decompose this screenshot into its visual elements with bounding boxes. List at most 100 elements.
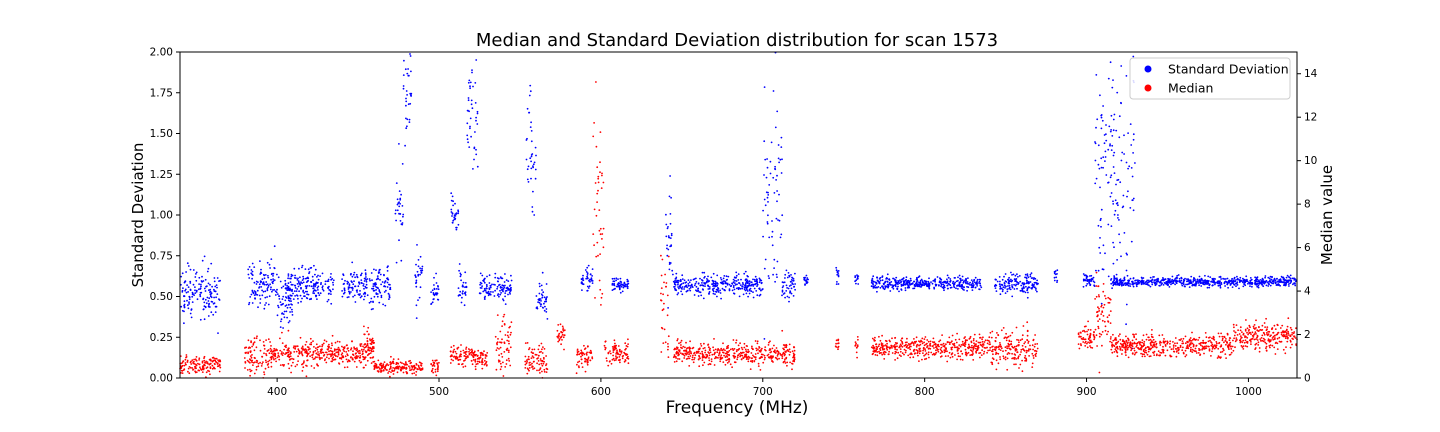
std-dev-point bbox=[277, 306, 280, 309]
std-dev-point bbox=[183, 304, 186, 307]
std-dev-point bbox=[544, 300, 546, 303]
std-dev-point bbox=[399, 202, 401, 205]
std-dev-point bbox=[737, 273, 740, 275]
std-dev-point bbox=[483, 287, 486, 290]
std-dev-point bbox=[1224, 280, 1227, 283]
std-dev-point bbox=[792, 295, 795, 297]
std-dev-point bbox=[459, 290, 462, 293]
std-dev-point bbox=[1092, 280, 1095, 283]
std-dev-point bbox=[962, 280, 965, 283]
std-dev-point bbox=[615, 285, 618, 288]
median-point bbox=[663, 281, 665, 284]
std-dev-point bbox=[421, 267, 423, 270]
std-dev-point bbox=[909, 277, 912, 280]
median-point bbox=[471, 363, 474, 366]
std-dev-point bbox=[855, 279, 858, 282]
median-point bbox=[370, 338, 373, 341]
std-dev-point bbox=[1118, 115, 1121, 118]
std-dev-point bbox=[923, 284, 926, 287]
std-dev-point bbox=[1130, 144, 1133, 146]
std-dev-point bbox=[994, 278, 997, 281]
std-dev-point bbox=[1121, 151, 1124, 154]
std-dev-point bbox=[1097, 269, 1100, 272]
std-dev-point bbox=[902, 277, 905, 280]
std-dev-point bbox=[287, 275, 290, 277]
median-point bbox=[363, 357, 366, 360]
std-dev-point bbox=[1116, 281, 1119, 283]
median-point bbox=[264, 359, 267, 362]
std-dev-point bbox=[1176, 274, 1179, 277]
std-dev-point bbox=[206, 296, 209, 299]
median-point bbox=[524, 367, 527, 369]
median-point bbox=[532, 360, 535, 363]
median-point bbox=[664, 273, 666, 276]
median-point bbox=[499, 341, 501, 344]
std-dev-point bbox=[961, 287, 964, 289]
std-dev-point bbox=[545, 297, 548, 300]
median-point bbox=[270, 349, 273, 351]
median-point bbox=[286, 349, 289, 352]
median-point bbox=[309, 355, 311, 358]
std-dev-point bbox=[1230, 279, 1233, 282]
std-dev-point bbox=[187, 291, 190, 293]
std-dev-point bbox=[1288, 285, 1290, 287]
std-dev-point bbox=[1170, 283, 1172, 286]
std-dev-point bbox=[540, 300, 542, 302]
std-dev-point bbox=[1113, 151, 1116, 154]
std-dev-point bbox=[191, 295, 194, 298]
std-dev-point bbox=[1022, 286, 1025, 288]
std-dev-point bbox=[324, 280, 327, 283]
median-point bbox=[505, 359, 508, 362]
median-point bbox=[305, 375, 308, 378]
std-dev-point bbox=[420, 269, 422, 272]
median-point bbox=[270, 352, 273, 355]
std-dev-point bbox=[677, 286, 679, 288]
std-dev-point bbox=[750, 290, 753, 293]
std-dev-point bbox=[409, 102, 412, 105]
std-dev-point bbox=[1219, 284, 1221, 286]
median-point bbox=[464, 365, 467, 368]
median-point bbox=[753, 355, 755, 358]
std-dev-point bbox=[249, 296, 252, 298]
std-dev-point bbox=[431, 289, 434, 292]
std-dev-point bbox=[626, 278, 629, 281]
std-dev-point bbox=[1105, 174, 1108, 176]
median-point bbox=[557, 337, 560, 339]
std-dev-point bbox=[786, 287, 788, 289]
median-point bbox=[301, 363, 303, 366]
std-dev-point bbox=[742, 283, 744, 286]
std-dev-point bbox=[886, 281, 889, 283]
std-dev-point bbox=[714, 293, 716, 295]
median-point bbox=[436, 370, 439, 373]
median-point bbox=[195, 363, 197, 366]
std-dev-point bbox=[1213, 277, 1215, 280]
std-dev-point bbox=[707, 288, 710, 290]
std-dev-point bbox=[1198, 279, 1200, 282]
median-point bbox=[496, 314, 499, 316]
std-dev-point bbox=[207, 315, 210, 317]
median-point bbox=[526, 372, 529, 375]
median-point bbox=[500, 341, 503, 344]
std-dev-point bbox=[266, 283, 269, 286]
median-point bbox=[507, 357, 510, 360]
std-dev-point bbox=[261, 289, 263, 292]
median-point bbox=[474, 368, 477, 371]
std-dev-point bbox=[1244, 280, 1246, 283]
std-dev-point bbox=[1265, 284, 1268, 287]
std-dev-point bbox=[350, 291, 352, 293]
std-dev-point bbox=[1008, 280, 1010, 283]
std-dev-point bbox=[918, 284, 921, 287]
median-point bbox=[452, 350, 455, 353]
median-point bbox=[667, 345, 669, 348]
std-dev-point bbox=[785, 284, 788, 287]
std-dev-point bbox=[695, 281, 698, 283]
std-dev-point bbox=[203, 287, 206, 290]
std-dev-point bbox=[305, 287, 308, 290]
median-point bbox=[476, 357, 479, 360]
std-dev-point bbox=[626, 287, 629, 290]
median-point bbox=[301, 347, 304, 349]
std-dev-point bbox=[186, 304, 189, 307]
std-dev-point bbox=[476, 165, 479, 168]
std-dev-point bbox=[715, 290, 717, 293]
median-point bbox=[540, 350, 542, 353]
